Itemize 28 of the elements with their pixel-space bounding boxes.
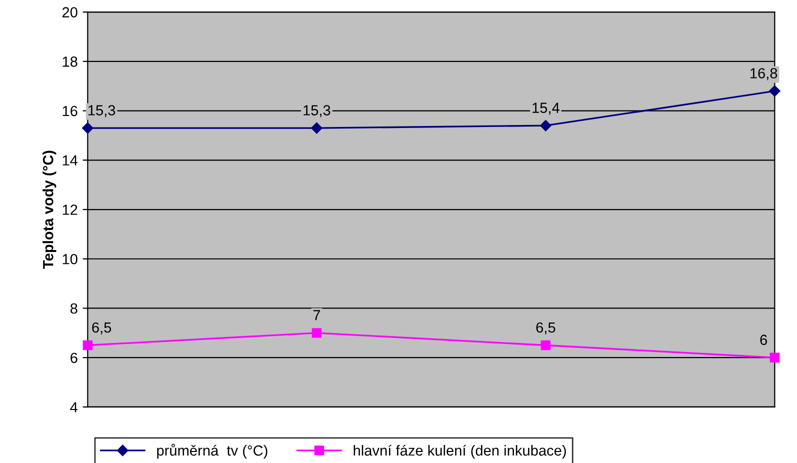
point <box>770 352 780 362</box>
y-tick-label: 8 <box>70 303 78 314</box>
legend-label: průměrná tv (°C) <box>157 444 268 459</box>
point <box>540 120 552 132</box>
y-tick-label: 10 <box>62 254 78 264</box>
legend-label: hlavní fáze kulení (den inkubace) <box>354 444 566 459</box>
y-axis-title: Teplota vody (°C) <box>42 150 56 269</box>
data-label: 6 <box>760 334 767 346</box>
y-tick-label: 18 <box>62 56 78 67</box>
point <box>82 122 94 134</box>
data-label: 7 <box>313 310 320 320</box>
point <box>769 85 780 97</box>
data-label: 15,3 <box>88 105 116 118</box>
data-label: 15,3 <box>304 105 330 118</box>
y-tick-label: 12 <box>62 204 78 215</box>
point <box>311 122 322 134</box>
y-tick-label: 16 <box>62 106 78 116</box>
data-label: 15,4 <box>532 102 560 115</box>
point <box>312 328 322 338</box>
data-label: 16,8 <box>750 68 778 80</box>
y-tick-label: 4 <box>70 402 78 412</box>
point <box>540 340 551 350</box>
y-tick-label: 6 <box>70 352 78 364</box>
data-label: 6,5 <box>92 322 112 334</box>
y-tick-label: 20 <box>62 7 78 18</box>
data-label: 6,5 <box>536 322 556 334</box>
y-tick-label: 14 <box>62 155 78 166</box>
point <box>82 340 93 350</box>
